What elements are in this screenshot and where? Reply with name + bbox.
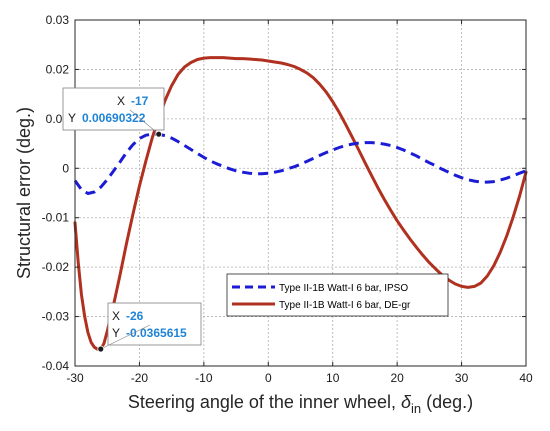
- y-tick-label: -0.03: [42, 310, 70, 324]
- legend: Type II-1B Watt-I 6 bar, IPSO Type II-1B…: [226, 273, 449, 317]
- y-tick-label: -0.04: [42, 359, 70, 373]
- x-tick-label: 20: [390, 371, 404, 385]
- datatip-ipso: X -17 Y 0.00690322: [62, 87, 165, 131]
- y-tick-label: -0.01: [42, 211, 70, 225]
- datatip-point: [155, 130, 163, 138]
- ticks-group: -30 -20 -10 0 10 20 30 40 -0.04 -0.03 -0.02 -0.01 0 0…: [42, 13, 533, 385]
- datatip-ipso-x-label: X: [117, 94, 125, 108]
- datatip-de-gr-x-label: X: [112, 309, 120, 323]
- x-tick-label: 30: [455, 371, 469, 385]
- legend-label-ipso: Type II-1B Watt-I 6 bar, IPSO: [279, 283, 408, 294]
- y-tick-label: 0.02: [46, 62, 70, 76]
- y-tick-label: 0.03: [46, 13, 70, 27]
- x-tick-label: -20: [131, 371, 149, 385]
- x-axis-label-subscript: in: [411, 401, 421, 416]
- datatip-de-gr-y-label: Y: [112, 326, 120, 340]
- x-axis-label: Steering angle of the inner wheel, δin (…: [128, 392, 473, 416]
- x-axis-label-main: Steering angle of the inner wheel,: [128, 392, 401, 412]
- y-tick-label: 0: [62, 161, 69, 175]
- x-tick-label: 40: [519, 371, 533, 385]
- datatip-point: [97, 345, 105, 353]
- x-tick-label: -10: [195, 371, 213, 385]
- datatip-de-gr-y-value: -0.0365615: [126, 326, 187, 340]
- datatip-de-gr-x-value: -26: [126, 309, 144, 323]
- datatip-ipso-y-label: Y: [68, 111, 76, 125]
- datatip-connector: [100, 324, 151, 350]
- y-axis-label: Structural error (deg.): [14, 107, 34, 279]
- datatip-markers: [97, 109, 163, 353]
- legend-box: [226, 273, 449, 317]
- x-axis-label-symbol: δ: [401, 392, 412, 412]
- y-tick-label: -0.02: [42, 260, 70, 274]
- datatip-connector: [129, 109, 159, 135]
- legend-label-de-gr: Type II-1B Watt-I 6 bar, DE-gr: [279, 300, 411, 311]
- datatip-ipso-box: [62, 87, 165, 131]
- datatip-ipso-y-value: 0.00690322: [82, 111, 146, 125]
- axes-frame: [74, 19, 527, 367]
- x-tick-label: 0: [265, 371, 272, 385]
- datatip-ipso-x-value: -17: [131, 94, 149, 108]
- x-tick-label: 10: [326, 371, 340, 385]
- x-tick-label: -30: [66, 371, 84, 385]
- x-axis-label-unit: (deg.): [421, 392, 473, 412]
